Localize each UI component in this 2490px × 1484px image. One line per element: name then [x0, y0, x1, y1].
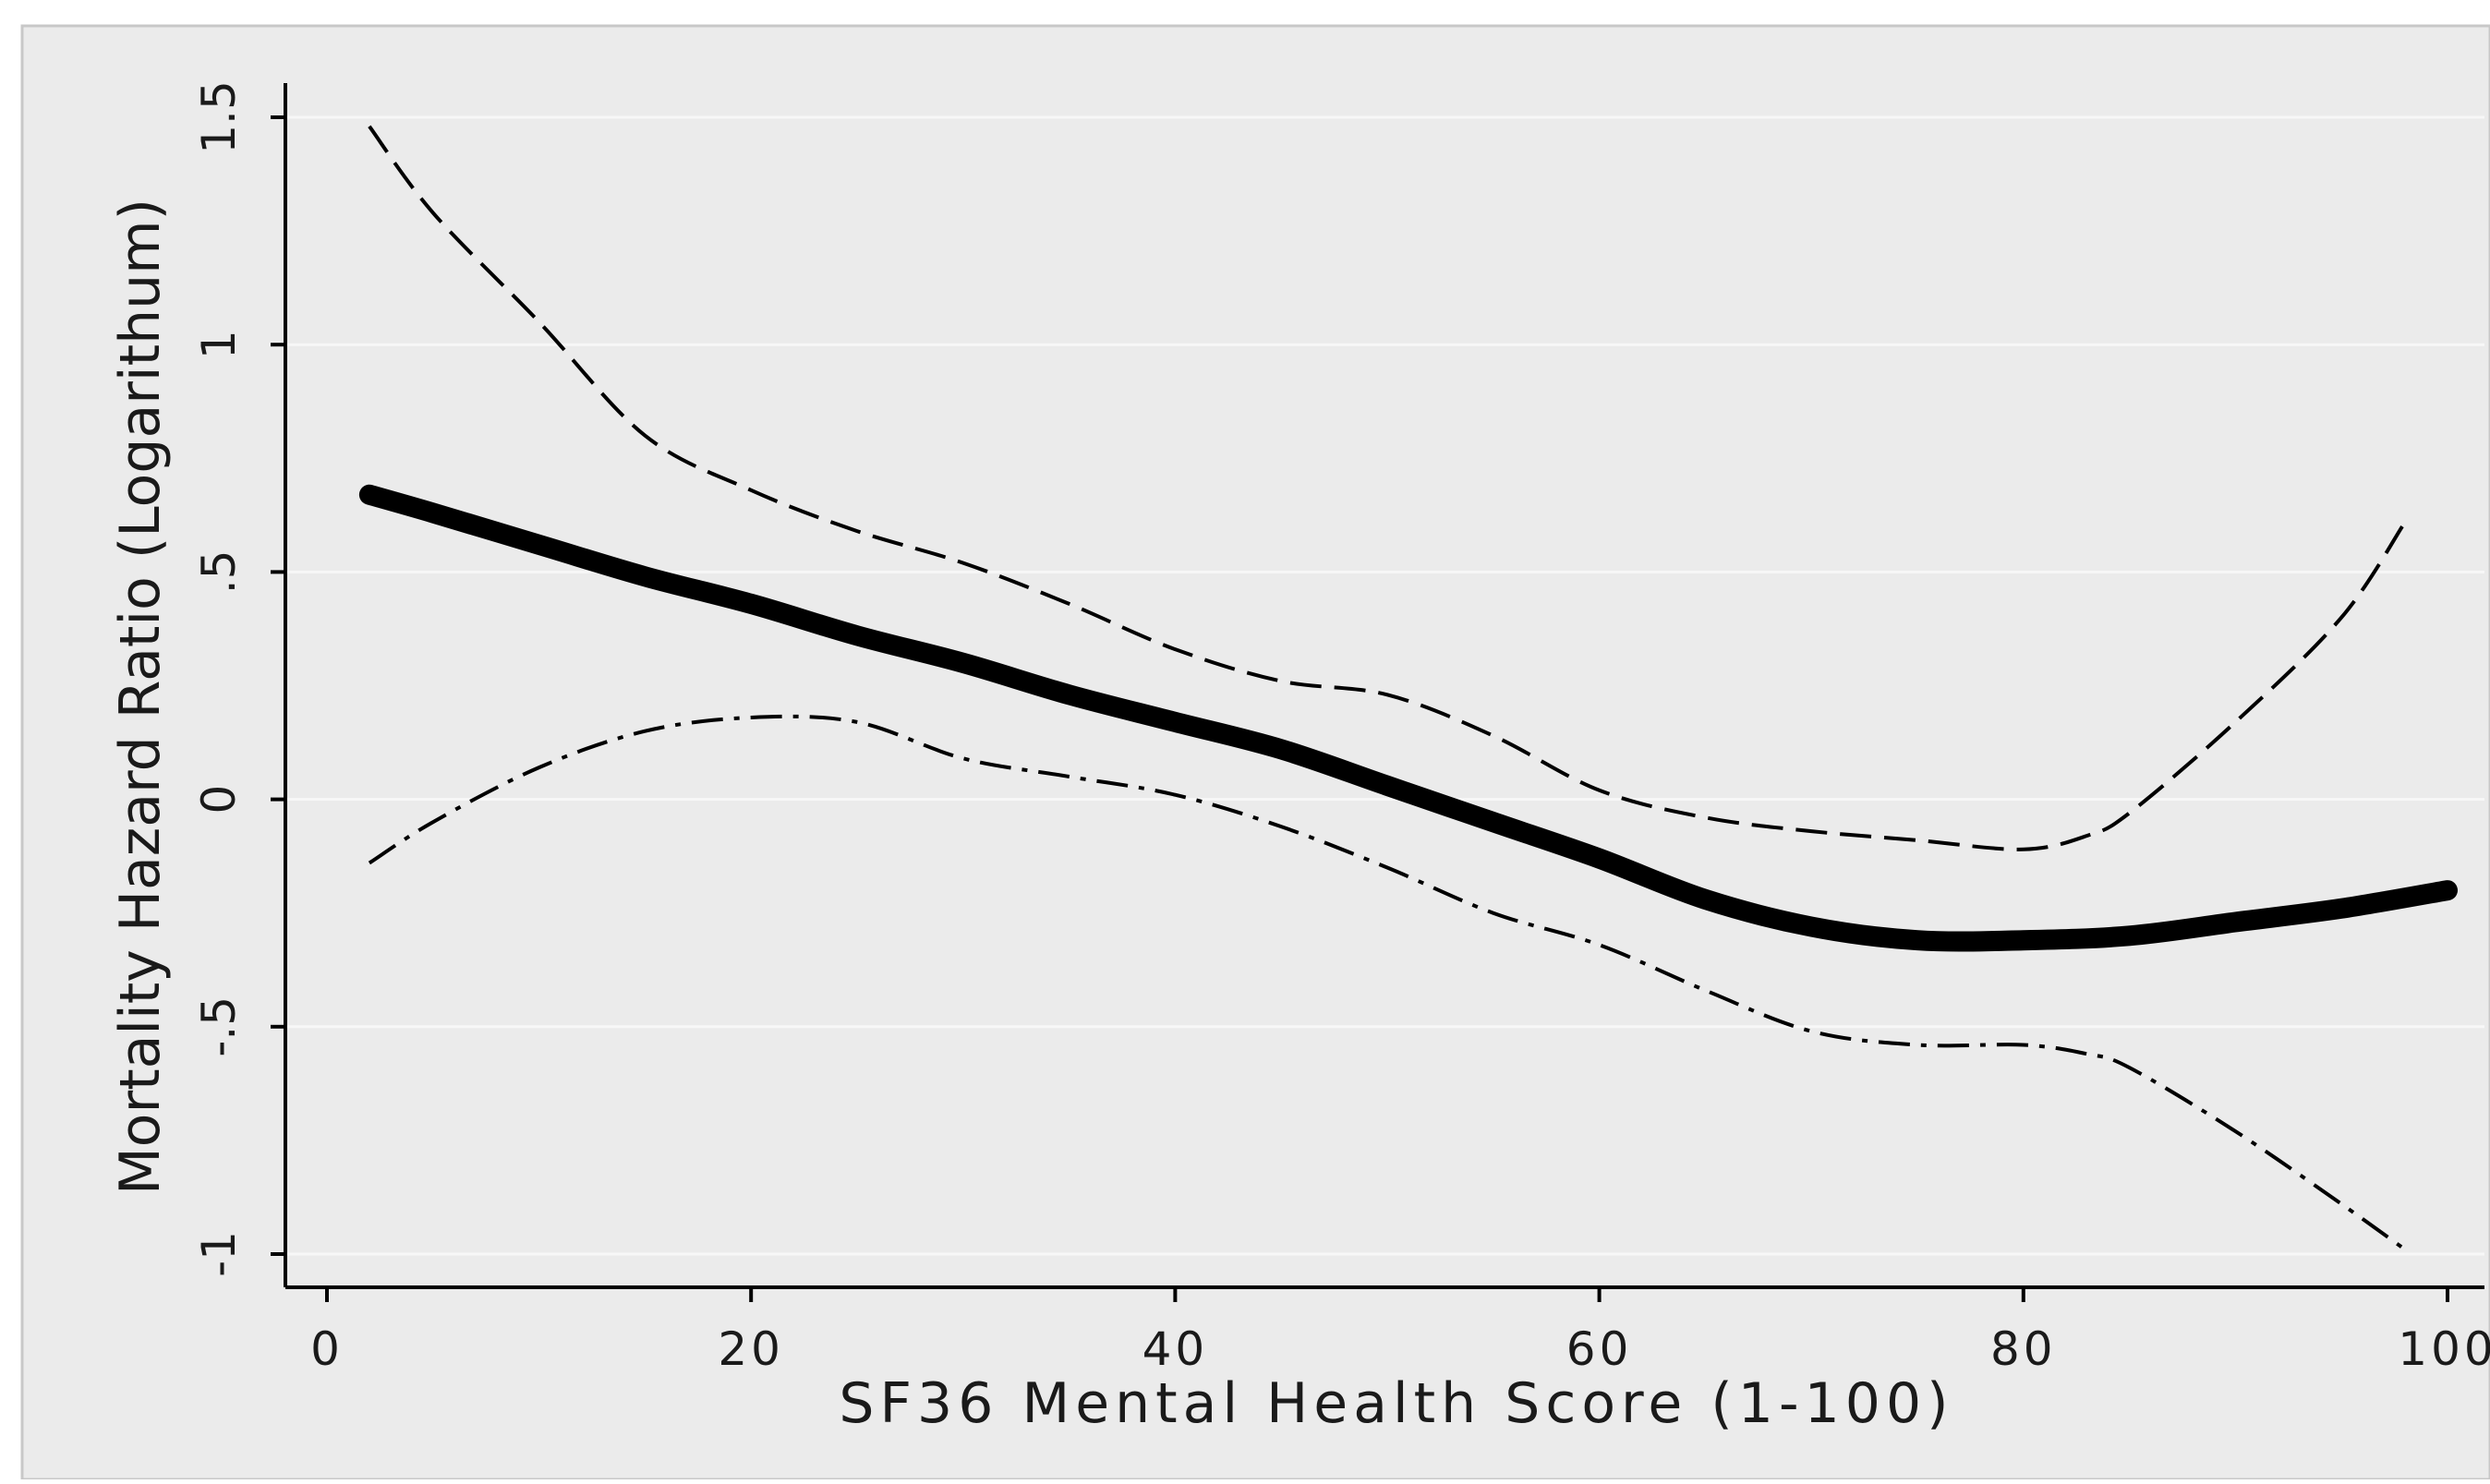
axes — [284, 83, 2484, 1289]
y-tick-label-3: 0 — [192, 785, 246, 814]
series-line-dash-dot — [368, 714, 2407, 1251]
x-tick-label-1: 20 — [718, 1322, 784, 1376]
series-line-dashed — [368, 125, 2407, 851]
y-tick-label-0: 1.5 — [192, 80, 246, 154]
y-tick-label-1: 1 — [192, 330, 246, 359]
series-layer — [358, 125, 2458, 1251]
x-tick-label-0: 0 — [310, 1322, 344, 1376]
x-tick-label-4: 80 — [1990, 1322, 2057, 1376]
x-tick-label-2: 40 — [1142, 1322, 1209, 1376]
y-tick-label-5: -1 — [192, 1231, 246, 1277]
y-tick-label-2: .5 — [192, 550, 246, 595]
series-line-solid-thick — [358, 484, 2458, 952]
y-axis-title: Mortality Hazard Ratio (Logarithum) — [108, 199, 173, 1195]
y-tick-label-4: -.5 — [192, 996, 246, 1057]
x-tick-label-3: 60 — [1566, 1322, 1633, 1376]
x-axis-title: SF36 Mental Health Score (1-100) — [839, 1371, 1953, 1436]
x-tick-label-5: 100 — [2398, 1322, 2490, 1376]
